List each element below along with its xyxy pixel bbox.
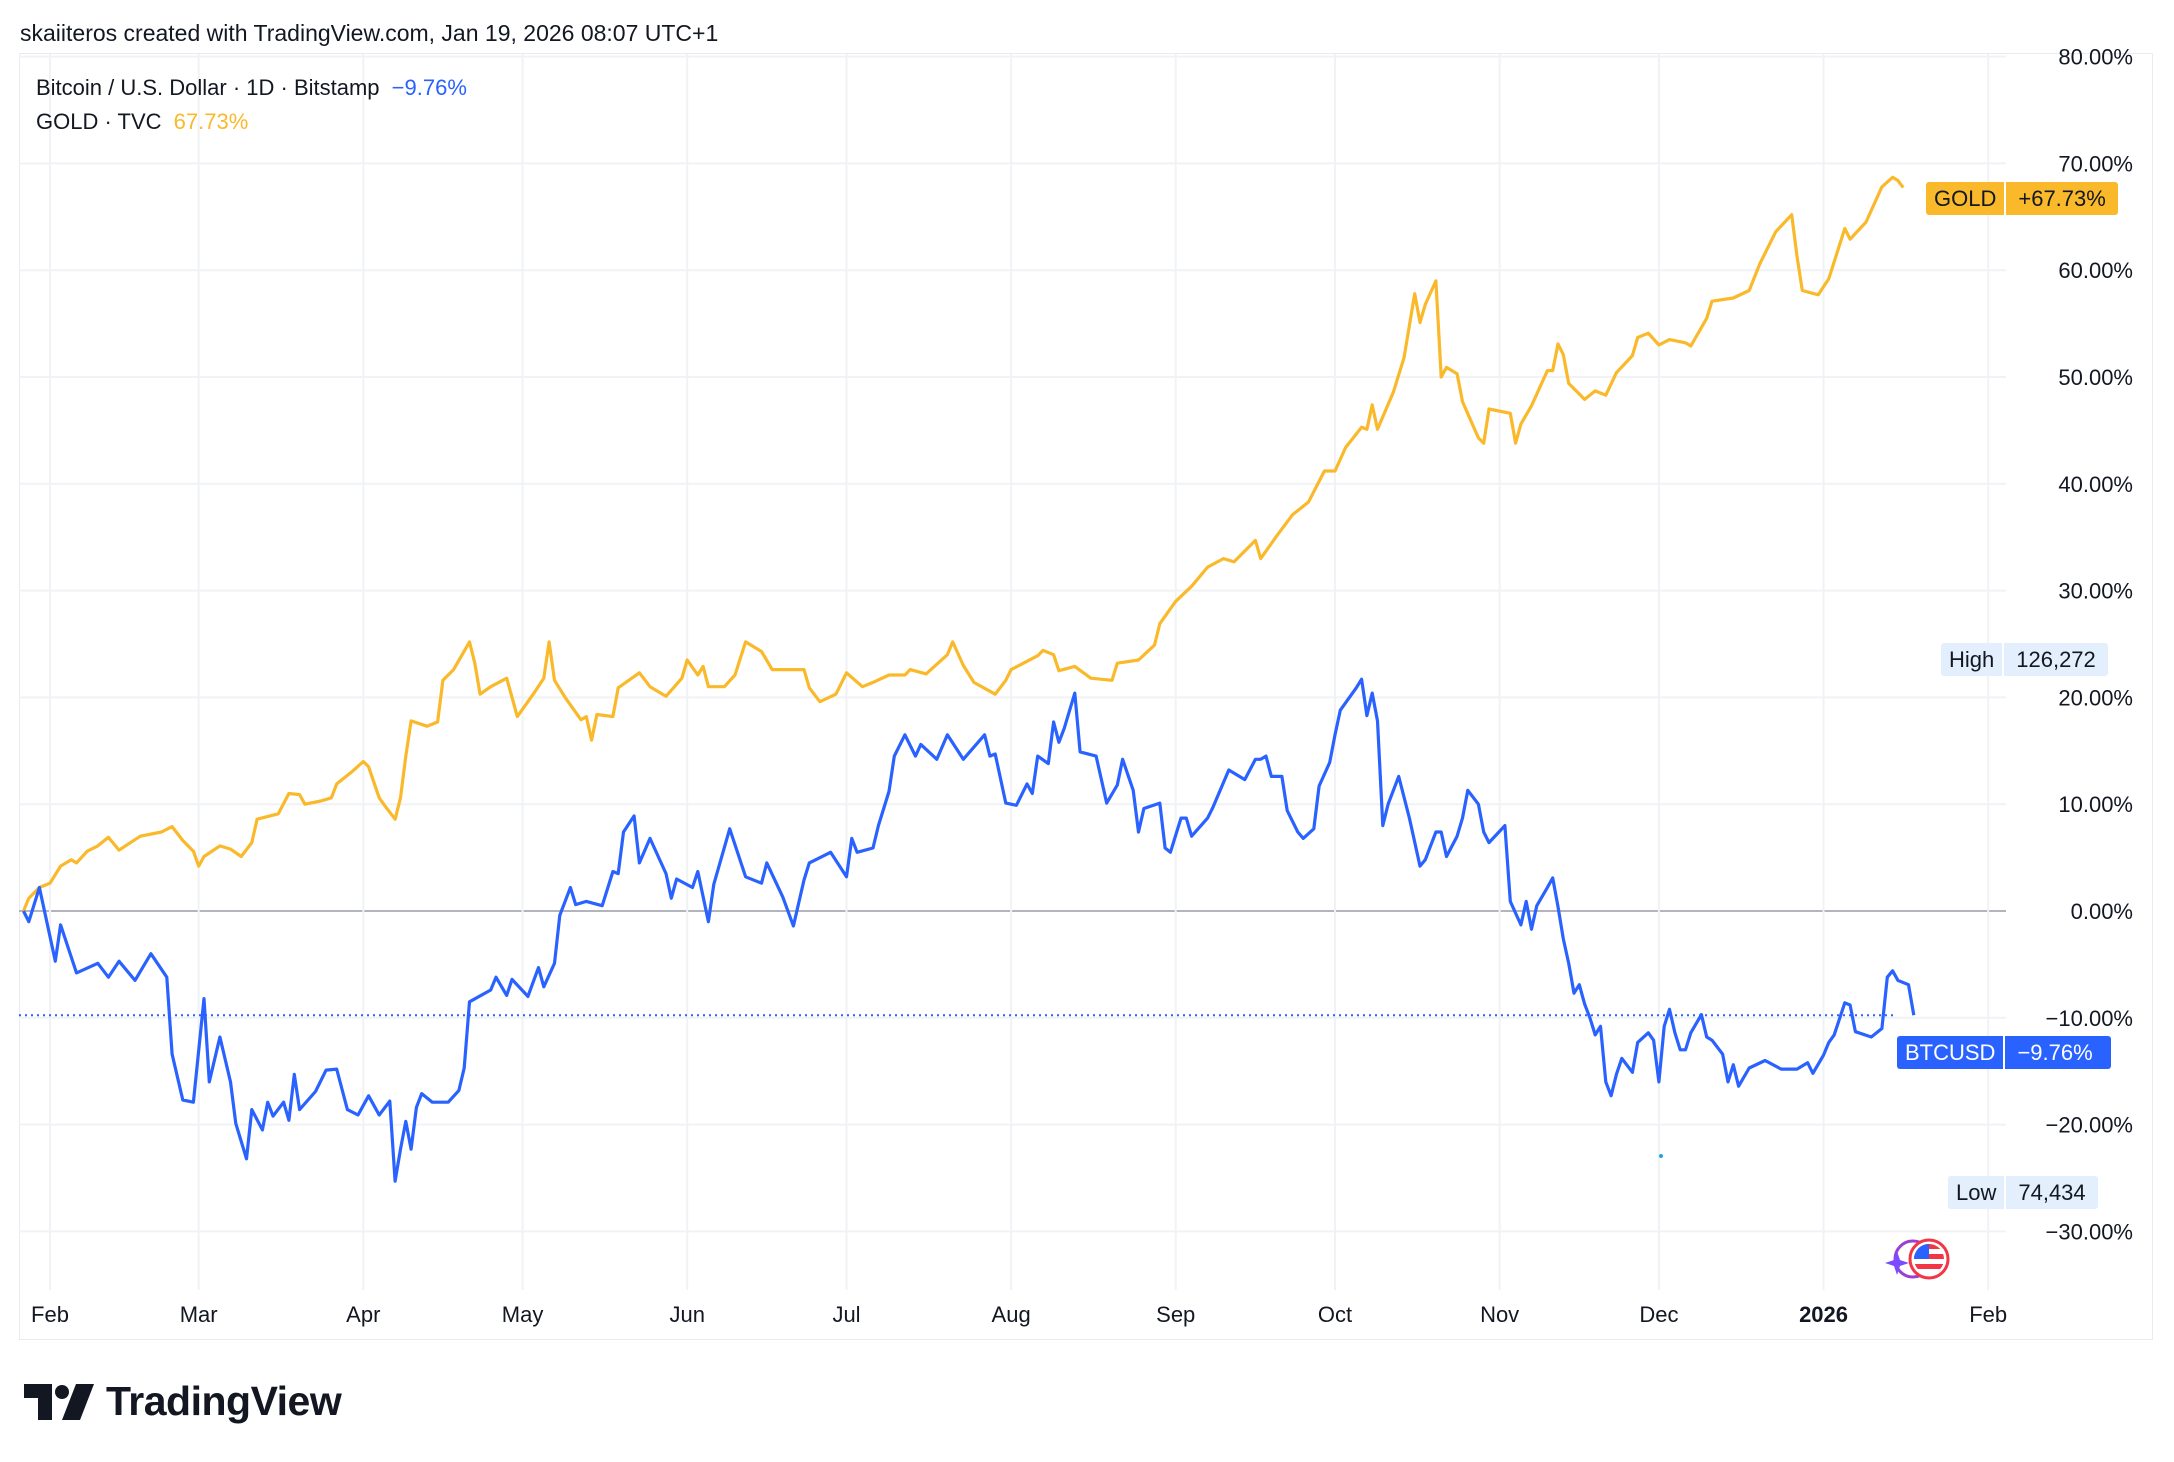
series-line-btcusd	[22, 677, 1916, 1183]
series-lines	[22, 175, 1916, 1183]
y-tick-label: 80.00%	[2058, 45, 2133, 70]
y-tick-label: 50.00%	[2058, 365, 2133, 390]
x-tick-label: Nov	[1480, 1302, 1519, 1327]
x-tick-label: Feb	[31, 1302, 69, 1327]
low-label: Low	[1956, 1179, 1997, 1205]
high-label: High	[1949, 646, 1995, 672]
x-tick-label: Dec	[1639, 1302, 1678, 1327]
y-axis: 80.00% 70.00% 60.00% 50.00% 40.00% 30.00% 20.0…	[2046, 45, 2133, 1245]
y-tick-label: −20.00%	[2046, 1113, 2133, 1138]
grid	[19, 54, 2006, 1290]
x-tick-label: Apr	[346, 1302, 380, 1327]
x-tick-label: Oct	[1318, 1302, 1352, 1327]
series-line-gold	[22, 175, 1905, 912]
legend-gold-value: 67.73%	[173, 109, 249, 134]
tradingview-logo-icon	[24, 1383, 94, 1420]
gold-tag-symbol: GOLD	[1934, 185, 1997, 211]
x-tick-label: Jun	[669, 1302, 704, 1327]
x-tick-label: May	[502, 1302, 544, 1327]
y-tick-label: 10.00%	[2058, 792, 2133, 817]
y-tick-label: 30.00%	[2058, 579, 2133, 604]
y-tick-label: 40.00%	[2058, 472, 2133, 497]
high-value: 126,272	[2002, 643, 2108, 676]
x-axis: Feb Mar Apr May Jun Jul Aug Sep Oct Nov Dec 2026 Feb	[31, 1302, 2007, 1327]
tradingview-logo[interactable]: TradingView	[24, 1378, 342, 1425]
x-tick-label: Jul	[832, 1302, 860, 1327]
legend-gold[interactable]: GOLD · TVC 67.73%	[36, 109, 254, 135]
legend-btc-name: Bitcoin / U.S. Dollar · 1D · Bitstamp	[36, 75, 380, 100]
low-value: 74,434	[2004, 1176, 2097, 1209]
high-tag: High 126,272	[1941, 643, 2108, 676]
y-tick-label: 0.00%	[2071, 899, 2133, 924]
low-tag: Low 74,434	[1948, 1176, 2098, 1209]
legend-btc-value: −9.76%	[391, 75, 467, 100]
tradingview-logo-text: TradingView	[106, 1378, 342, 1424]
y-tick-label: 20.00%	[2058, 685, 2133, 710]
btc-tag-symbol: BTCUSD	[1905, 1039, 1996, 1065]
sparkle-icon	[1885, 1251, 1909, 1275]
x-tick-label: Sep	[1156, 1302, 1195, 1327]
us-flag-icon	[1908, 1238, 1950, 1280]
y-tick-label: −10.00%	[2046, 1006, 2133, 1031]
gold-tag-value: +67.73%	[2004, 182, 2117, 215]
x-tick-label: 2026	[1799, 1302, 1848, 1327]
chart-caption: skaiiteros created with TradingView.com,…	[20, 20, 719, 46]
x-tick-label: Feb	[1969, 1302, 2007, 1327]
x-tick-label: Mar	[180, 1302, 218, 1327]
btc-price-tag: BTCUSD −9.76%	[1897, 1036, 2111, 1069]
events-icon[interactable]	[1885, 1238, 1950, 1280]
y-tick-label: 60.00%	[2058, 258, 2133, 283]
x-tick-label: Aug	[992, 1302, 1031, 1327]
y-tick-label: −30.00%	[2046, 1219, 2133, 1244]
marker-dot	[1659, 1154, 1663, 1158]
y-tick-label: 70.00%	[2058, 151, 2133, 176]
btc-tag-value: −9.76%	[2003, 1036, 2110, 1069]
gold-price-tag: GOLD +67.73%	[1926, 182, 2118, 215]
legend-btc[interactable]: Bitcoin / U.S. Dollar · 1D · Bitstamp −9…	[36, 75, 473, 101]
legend-gold-name: GOLD · TVC	[36, 109, 162, 134]
